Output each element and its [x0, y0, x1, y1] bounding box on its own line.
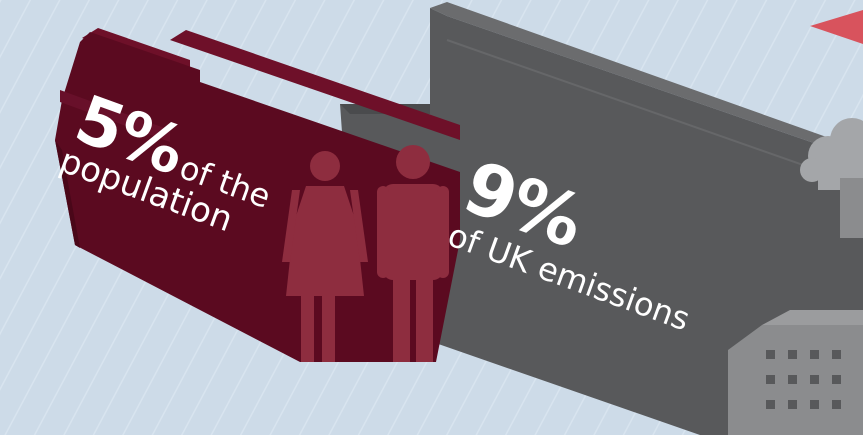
red-flag-icon: [810, 10, 863, 44]
emissions-block: [340, 2, 863, 435]
woman-figure-icon: [282, 151, 368, 362]
man-figure-icon: [377, 145, 449, 362]
factory-icon: [728, 178, 863, 435]
smoke-icon: [800, 118, 863, 190]
